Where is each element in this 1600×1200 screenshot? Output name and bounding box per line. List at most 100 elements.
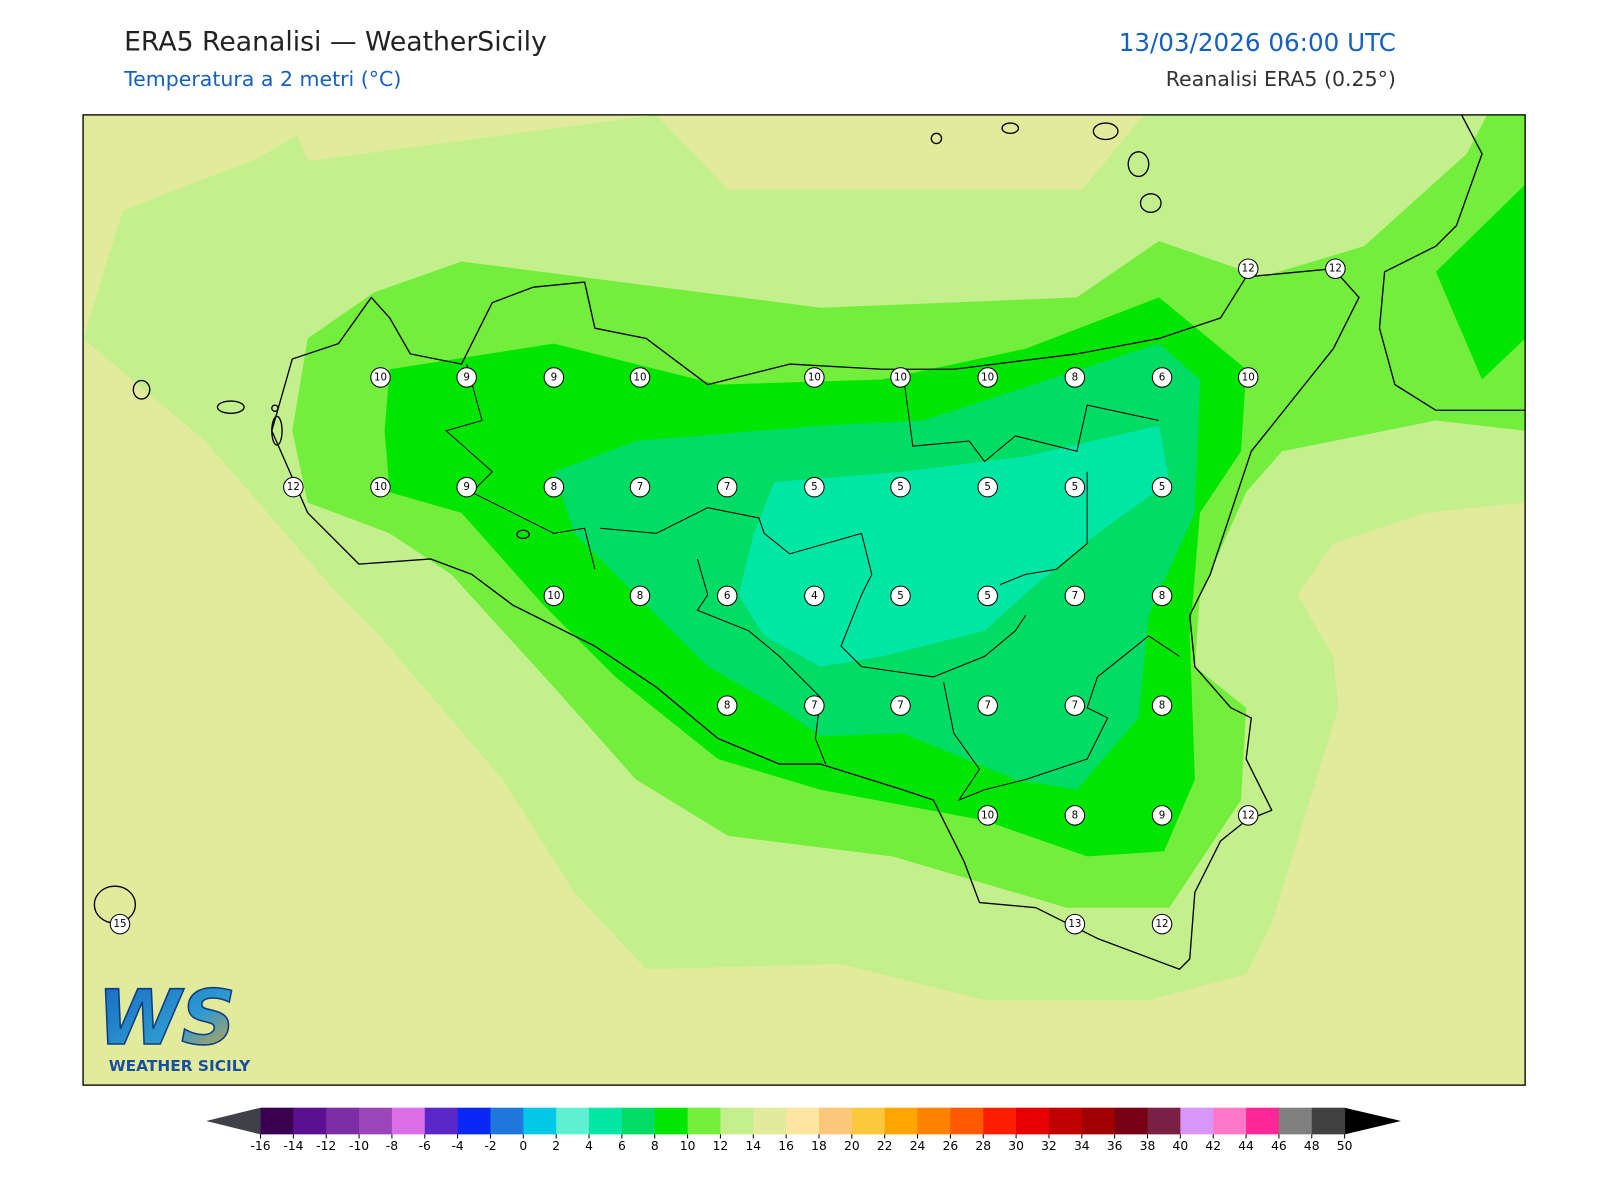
colorbar-segment [359,1107,393,1135]
station-value: 8 [637,590,644,602]
colorbar-segment [1016,1107,1050,1135]
station-value: 5 [984,481,991,493]
station-marker [283,476,304,498]
colorbar-segment [589,1107,623,1135]
colorbar-tick-label: 36 [1107,1139,1123,1153]
colorbar-segment [917,1107,951,1135]
station-value: 9 [463,371,470,383]
map: 10 9 9 10 10 10 10 8 6 10 12 10 9 8 7 7 5 5 5 5 5 10 8 6 4 5 5 7 8 8 7… [83,114,1526,1086]
colorbar-segment [1114,1107,1149,1135]
colorbar-segment [523,1107,557,1135]
colorbar: -16 -14 -12 -10 -8 -6 -4 -2 0 2 4 6 8 10 12 14 16 18 20 22 2… [206,1107,1402,1153]
station-marker [716,695,738,716]
colorbar-segment [326,1107,360,1135]
station-marker [1064,913,1086,935]
island [516,529,530,540]
station: 5 [890,476,911,498]
station-marker [629,367,651,388]
station-marker [109,913,131,935]
colorbar-segment [1246,1107,1280,1135]
station-value: 10 [374,371,387,383]
station: 5 [977,585,998,607]
station-value: 5 [811,481,818,493]
station: 5 [1064,476,1086,498]
station: 13 [1064,913,1086,935]
station-value: 4 [811,590,818,602]
island [271,415,283,446]
station: 6 [716,585,738,607]
station: 7 [804,695,825,716]
colorbar-tick-label: 20 [844,1139,860,1153]
colorbar-segment [424,1107,459,1135]
station-value: 10 [1242,371,1255,383]
colorbar-segment [1213,1107,1247,1135]
station-value: 7 [811,700,818,712]
colorbar-segment [1278,1107,1313,1135]
station-value: 10 [374,481,387,493]
station-marker [977,805,998,826]
colorbar-segment [786,1107,820,1135]
station-value: 7 [637,481,644,493]
colorbar-segment [621,1107,656,1135]
colorbar-segment [1180,1107,1214,1135]
colorbar-tick-label: 32 [1041,1139,1057,1153]
colorbar-tick-label: 26 [943,1139,959,1153]
station-value: 7 [724,481,731,493]
station-marker [543,367,565,388]
subtitle: Temperatura a 2 metri (°C) [123,67,401,91]
colorbar-segment [556,1107,590,1135]
colorbar-segment [818,1107,853,1135]
station-value: 7 [984,700,991,712]
station-marker [1064,585,1086,607]
colorbar-tick-label: -12 [316,1139,336,1153]
station-marker [1151,585,1173,607]
station-value: 10 [981,809,994,821]
colorbar-tick-label: -4 [451,1139,463,1153]
station: 7 [629,476,651,498]
station: 9 [456,476,477,498]
station: 7 [890,695,911,716]
station: 10 [370,367,391,388]
station: 9 [543,367,565,388]
station-value: 10 [808,371,821,383]
station-value: 8 [724,700,731,712]
station-value: 10 [633,371,646,383]
station: 10 [543,585,565,607]
station-value: 12 [1329,263,1342,275]
province-border [999,471,1088,586]
station-marker [977,585,998,607]
station-marker [1237,805,1259,826]
colorbar-segment [260,1107,294,1135]
colorbar-segment [687,1107,721,1135]
station-marker [804,695,825,716]
colorbar-tick-label: 0 [519,1139,527,1153]
temperature-band [1435,184,1526,380]
station-value: 7 [1072,700,1079,712]
colorbar-tick-label: 24 [910,1139,926,1153]
station: 12 [1237,805,1259,826]
station-marker [804,585,825,607]
island [930,132,943,145]
colorbar-tick-label: 28 [975,1139,991,1153]
station: 10 [977,367,998,388]
station-marker [456,476,477,498]
colorbar-segment [950,1107,984,1135]
station-value: 12 [287,481,300,493]
station: 10 [804,367,825,388]
station-marker [890,585,911,607]
colorbar-tick-label: -6 [419,1139,431,1153]
station-marker [370,367,391,388]
colorbar-under [206,1107,261,1135]
station: 10 [629,367,651,388]
station-marker [977,695,998,716]
station-value: 10 [981,371,994,383]
colorbar-tick-label: -16 [250,1139,270,1153]
station-value: 15 [113,918,126,930]
colorbar-tick-label: 6 [618,1139,626,1153]
station-marker [456,367,477,388]
station-marker [1325,258,1346,279]
colorbar-tick-label: 34 [1074,1139,1090,1153]
station-marker [890,476,911,498]
colorbar-tick-label: -2 [484,1139,496,1153]
